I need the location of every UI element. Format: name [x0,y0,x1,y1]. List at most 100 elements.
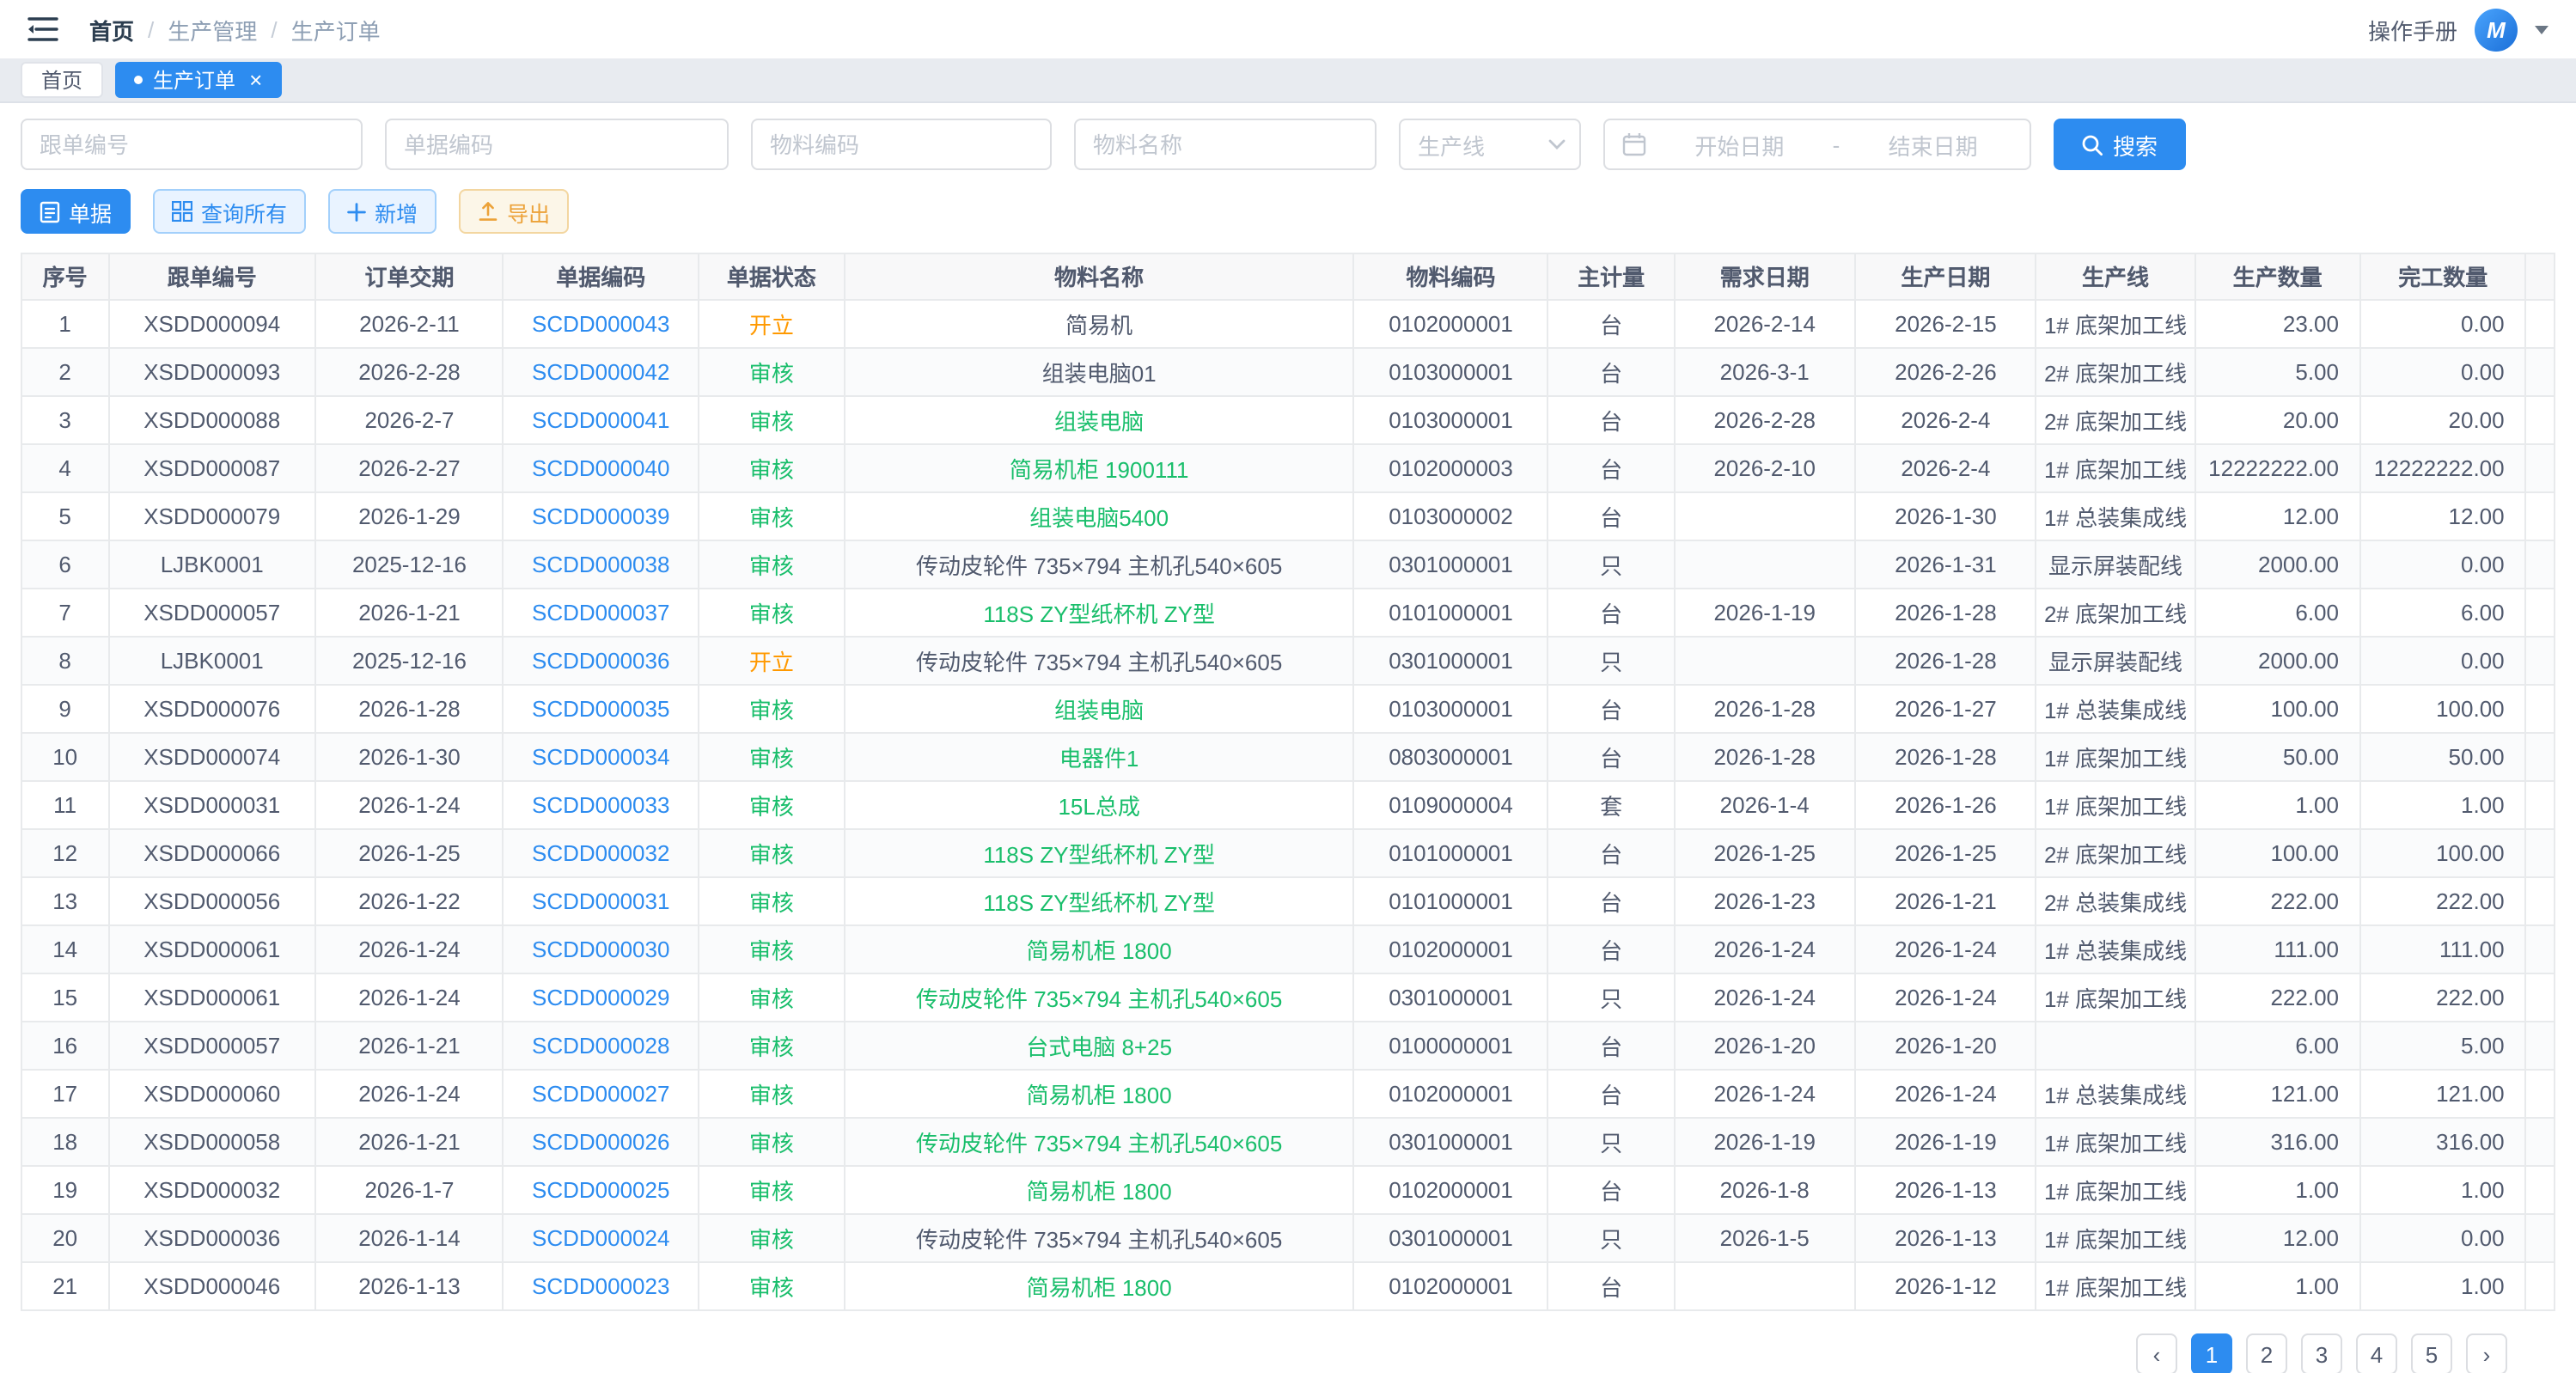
doc-code-link[interactable]: SCDD000034 [504,732,699,780]
material-code-cell: 0102000003 [1353,443,1548,491]
prev-page-button[interactable]: ‹ [2136,1333,2177,1373]
toolbar: 单据 查询所有 新增 导出 [0,186,2576,253]
search-button[interactable]: 搜索 [2054,119,2186,170]
export-button[interactable]: 导出 [459,189,569,234]
table-row[interactable]: 19XSDD0000322026-1-7SCDD000025审核简易机柜 180… [22,1165,2554,1213]
doc-code-link[interactable]: SCDD000042 [504,347,699,395]
tab-home[interactable]: 首页 [21,62,103,98]
breadcrumb-production-management[interactable]: 生产管理 [168,13,257,46]
unit-cell: 台 [1548,1069,1674,1117]
doc-code-link[interactable]: SCDD000037 [504,588,699,636]
breadcrumb-home[interactable]: 首页 [89,13,134,46]
page-button[interactable]: 3 [2301,1333,2342,1373]
user-menu-caret-icon[interactable] [2535,25,2549,34]
table-row[interactable]: 18XSDD0000582026-1-21SCDD000026审核传动皮轮件 7… [22,1117,2554,1165]
tab-production-order-label: 生产订单 [153,65,235,95]
demand-date-cell: 2026-1-28 [1674,684,1855,732]
doc-code-link[interactable]: SCDD000038 [504,540,699,588]
doc-code-link[interactable]: SCDD000035 [504,684,699,732]
table-header-row: 序号跟单编号订单交期单据编码单据状态物料名称物料编码主计量需求日期生产日期生产线… [22,254,2554,299]
table-row[interactable]: 17XSDD0000602026-1-24SCDD000027审核简易机柜 18… [22,1069,2554,1117]
material-name-input[interactable] [1074,119,1377,170]
done-qty-cell: 6.00 [2360,588,2526,636]
doc-code-link[interactable]: SCDD000028 [504,1021,699,1069]
operation-manual-link[interactable]: 操作手册 [2368,13,2457,46]
table-row[interactable]: 12XSDD0000662026-1-25SCDD000032审核118S ZY… [22,828,2554,876]
export-icon [478,201,498,222]
demand-date-cell [1674,491,1855,540]
table-row[interactable]: 16XSDD0000572026-1-21SCDD000028审核台式电脑 8+… [22,1021,2554,1069]
material-name-cell: 组装电脑 [845,395,1353,443]
page-button[interactable]: 4 [2356,1333,2397,1373]
menu-collapse-icon[interactable] [27,12,62,46]
order-date-cell: 2026-1-14 [315,1213,504,1261]
doc-code-link[interactable]: SCDD000030 [504,924,699,973]
table-row[interactable]: 5XSDD0000792026-1-29SCDD000039审核组装电脑5400… [22,491,2554,540]
doc-code-link[interactable]: SCDD000041 [504,395,699,443]
row-gutter [2526,1213,2554,1261]
doc-code-link[interactable]: SCDD000029 [504,973,699,1021]
doc-code-link[interactable]: SCDD000026 [504,1117,699,1165]
doc-code-link[interactable]: SCDD000032 [504,828,699,876]
document-button[interactable]: 单据 [21,189,131,234]
table-row[interactable]: 6LJBK00012025-12-16SCDD000038审核传动皮轮件 735… [22,540,2554,588]
table-row[interactable]: 2XSDD0000932026-2-28SCDD000042审核组装电脑0101… [22,347,2554,395]
doc-code-link[interactable]: SCDD000040 [504,443,699,491]
status-text: 审核 [699,1117,845,1165]
follow-no-cell: XSDD000060 [108,1069,315,1117]
table-row[interactable]: 20XSDD0000362026-1-14SCDD000024审核传动皮轮件 7… [22,1213,2554,1261]
page-button[interactable]: 1 [2191,1333,2232,1373]
doc-code-link[interactable]: SCDD000036 [504,636,699,684]
table-row[interactable]: 11XSDD0000312026-1-24SCDD000033审核15L总成01… [22,780,2554,828]
add-button[interactable]: 新增 [328,189,436,234]
user-avatar[interactable]: M [2475,8,2518,51]
doc-code-link[interactable]: SCDD000039 [504,491,699,540]
prod-date-cell: 2026-1-24 [1855,924,2036,973]
doc-code-input[interactable] [385,119,729,170]
doc-code-link[interactable]: SCDD000031 [504,876,699,924]
doc-code-link[interactable]: SCDD000023 [504,1261,699,1309]
order-date-cell: 2026-2-7 [315,395,504,443]
material-name-cell: 15L总成 [845,780,1353,828]
doc-code-link[interactable]: SCDD000025 [504,1165,699,1213]
page-button[interactable]: 5 [2411,1333,2452,1373]
material-code-input[interactable] [751,119,1052,170]
table-row[interactable]: 4XSDD0000872026-2-27SCDD000040审核简易机柜 190… [22,443,2554,491]
tab-production-order[interactable]: 生产订单 × [115,62,281,98]
table-row[interactable]: 1XSDD0000942026-2-11SCDD000043开立简易机01020… [22,299,2554,347]
column-header: 序号 [22,254,108,299]
query-all-button[interactable]: 查询所有 [153,189,306,234]
end-date-placeholder[interactable]: 结束日期 [1853,128,2012,161]
prod-qty-cell: 316.00 [2194,1117,2360,1165]
table-row[interactable]: 8LJBK00012025-12-16SCDD000036开立传动皮轮件 735… [22,636,2554,684]
doc-code-link[interactable]: SCDD000027 [504,1069,699,1117]
done-qty-cell: 12222222.00 [2360,443,2526,491]
date-range-picker[interactable]: 开始日期 - 结束日期 [1603,119,2031,170]
follow-no-input[interactable] [21,119,363,170]
order-date-cell: 2026-1-24 [315,1069,504,1117]
tab-close-icon[interactable]: × [249,69,262,91]
table-row[interactable]: 15XSDD0000612026-1-24SCDD000029审核传动皮轮件 7… [22,973,2554,1021]
next-page-button[interactable]: › [2466,1333,2507,1373]
table-row[interactable]: 13XSDD0000562026-1-22SCDD000031审核118S ZY… [22,876,2554,924]
table-row[interactable]: 14XSDD0000612026-1-24SCDD000030审核简易机柜 18… [22,924,2554,973]
table-row[interactable]: 21XSDD0000462026-1-13SCDD000023审核简易机柜 18… [22,1261,2554,1309]
production-line-select[interactable]: 生产线 [1399,119,1581,170]
doc-code-link[interactable]: SCDD000033 [504,780,699,828]
material-name-cell: 传动皮轮件 735×794 主机孔540×605 [845,1213,1353,1261]
follow-no-cell: XSDD000094 [108,299,315,347]
column-header: 主计量 [1548,254,1674,299]
table-row[interactable]: 7XSDD0000572026-1-21SCDD000037审核118S ZY型… [22,588,2554,636]
doc-code-link[interactable]: SCDD000024 [504,1213,699,1261]
follow-no-cell: XSDD000079 [108,491,315,540]
row-gutter [2526,491,2554,540]
material-name-cell: 组装电脑5400 [845,491,1353,540]
follow-no-cell: XSDD000057 [108,1021,315,1069]
page-button[interactable]: 2 [2246,1333,2287,1373]
start-date-placeholder[interactable]: 开始日期 [1660,128,1819,161]
table-row[interactable]: 3XSDD0000882026-2-7SCDD000041审核组装电脑01030… [22,395,2554,443]
plus-icon [347,202,366,221]
table-row[interactable]: 9XSDD0000762026-1-28SCDD000035审核组装电脑0103… [22,684,2554,732]
table-row[interactable]: 10XSDD0000742026-1-30SCDD000034审核电器件1080… [22,732,2554,780]
doc-code-link[interactable]: SCDD000043 [504,299,699,347]
